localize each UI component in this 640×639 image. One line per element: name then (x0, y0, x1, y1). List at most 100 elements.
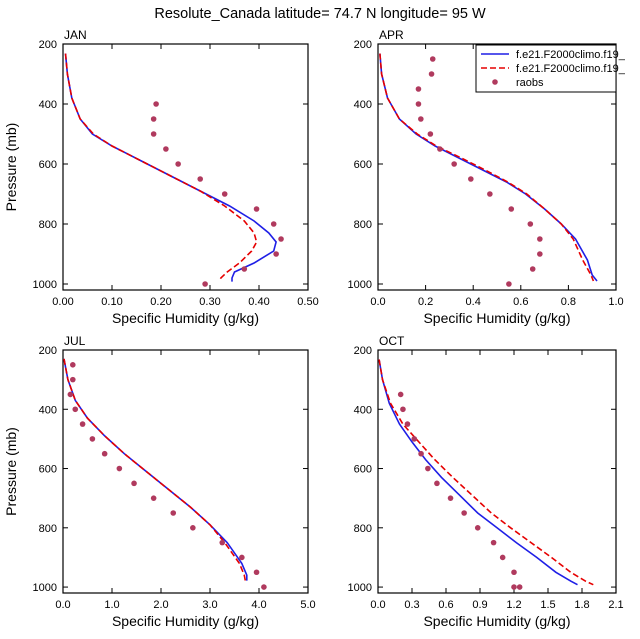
y-tick-label: 400 (354, 99, 372, 111)
raobs-point (537, 251, 543, 257)
raobs-point (418, 116, 424, 122)
y-tick-label: 200 (39, 39, 57, 51)
legend-label: raobs (516, 77, 544, 89)
raobs-point (490, 539, 497, 546)
x-tick-label: 0.6 (513, 296, 528, 308)
legend-marker (492, 79, 498, 85)
figure-title: Resolute_Canada latitude= 74.7 N longitu… (154, 6, 486, 22)
raobs-point (508, 206, 515, 212)
x-tick-label: 1.2 (506, 599, 521, 611)
raobs-point (461, 510, 467, 516)
raobs-point (79, 421, 86, 427)
model2-line (378, 359, 594, 586)
panel-jan: JAN 0.00 0.10 0.20 0.30 0.40 0.50 200 400 600 800 1… (3, 28, 319, 326)
legend: f.e21.F2000climo.f19_ f.e21.F2000climo.f1… (475, 44, 626, 93)
model1-line (64, 53, 277, 282)
y-axis-label: Pressure (mb) (3, 123, 19, 212)
raobs-point (474, 525, 481, 531)
raobs-point (253, 569, 260, 576)
raobs-point (415, 86, 422, 92)
x-tick-label: 4.0 (251, 599, 266, 611)
x-tick-label: 0.0 (55, 599, 70, 611)
raobs-point (451, 161, 457, 167)
y-tick-label: 800 (39, 219, 57, 231)
x-tick-label: 2.0 (153, 599, 168, 611)
y-tick-label: 1000 (33, 582, 57, 594)
x-axis-label: Specific Humidity (g/kg) (423, 310, 570, 326)
y-tick-label: 800 (39, 523, 57, 535)
raobs-point (404, 421, 411, 427)
y-tick-label: 1000 (348, 582, 372, 594)
raobs-point (434, 480, 440, 487)
x-tick-label: 2.1 (608, 599, 623, 611)
raobs-point (197, 176, 203, 182)
raobs-point (190, 525, 196, 531)
y-tick-label: 200 (354, 345, 372, 357)
raobs-point (511, 569, 517, 576)
y-tick-label: 400 (39, 404, 57, 416)
raobs-point (219, 539, 226, 546)
raobs-point (427, 131, 434, 137)
x-tick-label: 0.4 (466, 296, 481, 308)
model1-line (63, 358, 248, 581)
model2-line (64, 53, 258, 282)
x-axis-label: Specific Humidity (g/kg) (423, 613, 570, 629)
x-tick-label: 0.40 (248, 296, 269, 308)
raobs-point (253, 206, 260, 212)
raobs-point (487, 191, 493, 197)
panel-title: APR (379, 28, 404, 42)
x-axis-label: Specific Humidity (g/kg) (112, 613, 259, 629)
raobs-point (418, 450, 424, 457)
raobs-point (428, 71, 435, 77)
y-tick-label: 600 (39, 159, 57, 171)
x-tick-label: 0.50 (297, 296, 318, 308)
raobs-point (506, 281, 512, 287)
raobs-point (273, 251, 279, 257)
y-tick-label: 1000 (348, 279, 372, 291)
raobs-point (270, 221, 277, 227)
model2-line (379, 53, 595, 282)
panels: JAN 0.00 0.10 0.20 0.30 0.40 0.50 200 400 600 800 1… (3, 28, 624, 629)
raobs-point (241, 266, 248, 272)
panel-oct: OCT 0.0 0.3 0.6 0.9 1.2 1.5 1.8 2.1 200 400 600 800 1… (348, 334, 624, 629)
raobs-point (131, 480, 137, 487)
panel-jul: JUL 0.0 1.0 2.0 3.0 4.0 5.0 200 400 600 800 1000 Spe… (3, 334, 316, 629)
raobs-point (516, 584, 523, 590)
raobs-point (170, 510, 177, 516)
raobs-point (437, 146, 443, 152)
series-group (63, 358, 267, 590)
x-tick-label: 0.10 (101, 296, 122, 308)
plot-frame (377, 349, 617, 594)
raobs-point (537, 236, 543, 242)
raobs-point (116, 465, 123, 472)
raobs-point (153, 101, 159, 107)
legend-label: f.e21.F2000climo.f19_ (516, 63, 626, 75)
raobs-point (527, 221, 534, 227)
y-tick-label: 800 (354, 219, 372, 231)
raobs-point (429, 56, 436, 62)
x-tick-label: 1.0 (608, 296, 623, 308)
x-tick-label: 0.30 (199, 296, 220, 308)
y-tick-label: 200 (39, 345, 57, 357)
y-tick-label: 600 (354, 464, 372, 476)
raobs-point (278, 236, 284, 242)
raobs-point (72, 406, 79, 413)
raobs-point (89, 436, 96, 442)
raobs-point (70, 376, 76, 383)
raobs-point (175, 161, 181, 167)
panel-title: OCT (379, 334, 405, 348)
x-tick-label: 0.0 (370, 599, 385, 611)
x-axis-label: Specific Humidity (g/kg) (112, 310, 259, 326)
plot-frame (62, 43, 309, 291)
y-tick-label: 600 (354, 159, 372, 171)
model1-line (378, 359, 578, 586)
raobs-point (101, 450, 108, 457)
y-tick-label: 200 (354, 39, 372, 51)
x-tick-label: 0.00 (52, 296, 73, 308)
y-tick-label: 600 (39, 464, 57, 476)
raobs-point (447, 495, 454, 501)
raobs-point (415, 101, 422, 107)
panel-apr: APR 0.0 0.2 0.4 0.6 0.8 1.0 200 400 600 800 1000 Spe… (348, 28, 624, 326)
raobs-point (163, 146, 169, 152)
